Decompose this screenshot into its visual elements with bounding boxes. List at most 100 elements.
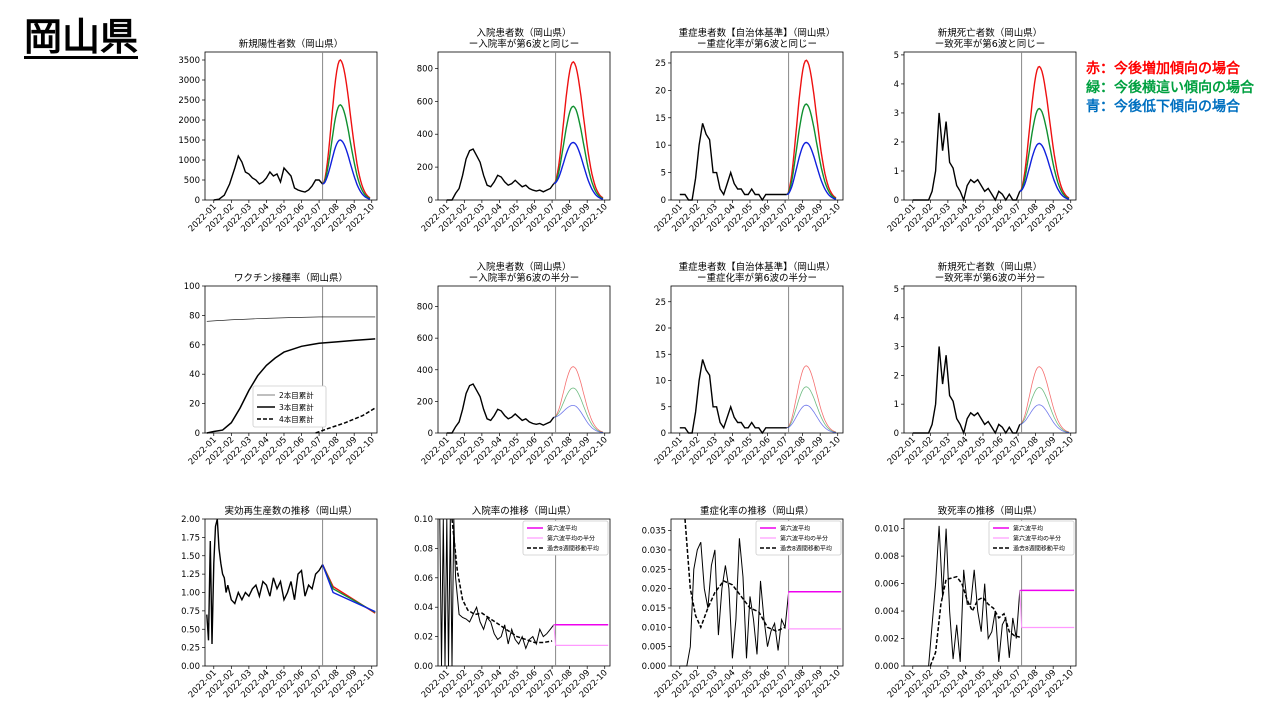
y-tick-label: 5 — [894, 285, 899, 295]
y-tick-label: 0.00 — [414, 662, 433, 672]
legend-label: 2本目累計 — [279, 390, 314, 400]
scenario-blue-line — [322, 139, 371, 200]
legend-box — [755, 520, 842, 556]
y-tick-label: 40 — [189, 370, 200, 380]
scenario-blue-line — [1019, 142, 1070, 200]
y-tick-label: 100 — [184, 282, 200, 292]
y-tick-label: 3500 — [178, 56, 200, 66]
y-tick-label: 0.25 — [181, 644, 200, 654]
y-tick-label: 200 — [417, 397, 433, 407]
chart-title: 入院患者数（岡山県） — [476, 27, 571, 39]
y-tick-label: 0.08 — [414, 544, 433, 554]
chart-title: 重症患者数【自治体基準】（岡山県） — [679, 27, 836, 39]
chart-title: ー重症化率が第6波の半分ー — [697, 272, 817, 284]
y-tick-label: 1500 — [178, 136, 200, 146]
projection-red-line — [321, 564, 376, 614]
y-tick-label: 1.75 — [181, 533, 200, 543]
y-tick-label: 0.025 — [642, 565, 666, 575]
chart-hospitalization-rate: 入院率の推移（岡山県）0.000.020.040.060.080.102022-… — [414, 505, 611, 700]
y-tick-label: 1.50 — [181, 552, 200, 562]
chart-title: ー入院率が第6波の半分ー — [469, 272, 580, 284]
chart-deaths-same-rate: 新規死亡者数（岡山県）ー致死率が第6波と同じー0123452022-012022… — [886, 27, 1077, 234]
scenario-green-line — [553, 387, 604, 433]
y-tick-label: 400 — [417, 130, 433, 140]
plot-frame — [437, 51, 611, 201]
plot-frame — [204, 518, 378, 667]
y-tick-label: 0.008 — [875, 552, 899, 562]
scenario-green-line — [1019, 387, 1070, 433]
y-tick-label: 0 — [428, 196, 433, 206]
projection-green-line — [321, 564, 376, 613]
moving-average-line — [929, 575, 1020, 667]
chart-title: ー入院率が第6波と同じー — [469, 38, 580, 50]
legend-box — [522, 520, 609, 556]
scenario-green-line — [553, 105, 604, 200]
vaccination-series-line — [206, 338, 376, 434]
plot-frame — [670, 51, 844, 201]
scenario-green-line — [322, 103, 371, 200]
y-tick-label: 5 — [894, 51, 899, 61]
y-tick-label: 200 — [417, 163, 433, 173]
y-tick-label: 1 — [894, 400, 899, 410]
y-tick-label: 0.10 — [414, 515, 433, 525]
y-tick-label: 2 — [894, 371, 899, 381]
observed-series-line — [912, 112, 1021, 203]
y-tick-label: 0.000 — [642, 662, 666, 672]
scenario-blue-line — [553, 141, 604, 200]
y-tick-label: 0.015 — [642, 604, 666, 614]
y-tick-label: 5 — [661, 403, 666, 413]
scenario-red-line — [1019, 65, 1070, 199]
chart-title: ワクチン接種率（岡山県） — [234, 272, 348, 284]
observed-series-line — [912, 346, 1021, 436]
chart-legend: 2本目累計 3本目累計 4本目累計 — [252, 385, 327, 428]
y-tick-label: 600 — [417, 97, 433, 107]
y-tick-label: 1000 — [178, 156, 200, 166]
chart-title: 実効再生産数の推移（岡山県） — [224, 505, 357, 517]
y-tick-label: 10 — [655, 377, 666, 387]
scenario-legend-blue: 青：今後低下傾向の場合 — [1086, 99, 1240, 115]
scenario-red-line — [786, 59, 837, 199]
scenario-red-line — [553, 366, 604, 433]
y-tick-label: 20 — [189, 400, 200, 410]
chart-title: 入院率の推移（岡山県） — [472, 505, 577, 517]
scenario-blue-line — [553, 405, 604, 433]
y-tick-label: 0 — [894, 196, 899, 206]
scenario-red-line — [1019, 366, 1070, 433]
chart-title: 重症患者数【自治体基準】（岡山県） — [679, 261, 836, 273]
scenario-legend: 赤：今後増加傾向の場合 緑：今後横這い傾向の場合 青：今後低下傾向の場合 — [1086, 60, 1254, 117]
chart-title: 新規死亡者数（岡山県） — [938, 261, 1043, 273]
vaccination-series-line — [315, 407, 376, 434]
y-tick-label: 0.00 — [181, 662, 200, 672]
y-tick-label: 600 — [417, 334, 433, 344]
chart-title: ー重症化率が第6波と同じー — [697, 38, 817, 50]
y-tick-label: 15 — [655, 350, 666, 360]
y-tick-label: 15 — [655, 114, 666, 124]
chart-fatality-rate: 致死率の推移（岡山県） 0.000 0.002 0.004 0.006 0.008 0.01… — [875, 505, 1077, 700]
legend-box — [988, 520, 1075, 556]
plot-frame — [903, 51, 1077, 201]
y-tick-label: 0 — [195, 429, 200, 439]
chart-vaccination-rate: ワクチン接種率（岡山県）0204060801002022-012022-0220… — [184, 272, 378, 467]
plot-frame — [670, 518, 844, 667]
y-tick-label: 80 — [189, 311, 200, 321]
y-tick-label: 0.035 — [642, 527, 666, 537]
legend-label: 過去8週間移動平均 — [1013, 545, 1065, 553]
chart-effective-reproduction: 実効再生産数の推移（岡山県） 0.00 0.25 0.50 0.75 1.00 1.25 1.… — [181, 505, 378, 700]
y-tick-label: 2 — [894, 138, 899, 148]
y-tick-label: 0.06 — [414, 574, 433, 584]
scenario-blue-line — [786, 404, 837, 433]
y-tick-label: 2000 — [178, 116, 200, 126]
y-tick-label: 0.75 — [181, 607, 200, 617]
scenario-legend-green: 緑：今後横這い傾向の場合 — [1086, 80, 1254, 96]
y-tick-label: 800 — [417, 64, 433, 74]
y-tick-label: 0.005 — [642, 643, 666, 653]
y-tick-label: 2.00 — [181, 515, 200, 525]
chart-deaths-half-rate: 新規死亡者数（岡山県）ー致死率が第6波の半分ー0123452022-012022… — [886, 261, 1077, 467]
y-tick-label: 0.004 — [875, 607, 899, 617]
legend-label: 第六波平均 — [547, 525, 577, 533]
observed-series-line — [679, 359, 787, 435]
observed-series-line — [446, 148, 555, 201]
y-tick-label: 20 — [655, 324, 666, 334]
chart-title: ー致死率が第6波の半分ー — [935, 272, 1046, 284]
